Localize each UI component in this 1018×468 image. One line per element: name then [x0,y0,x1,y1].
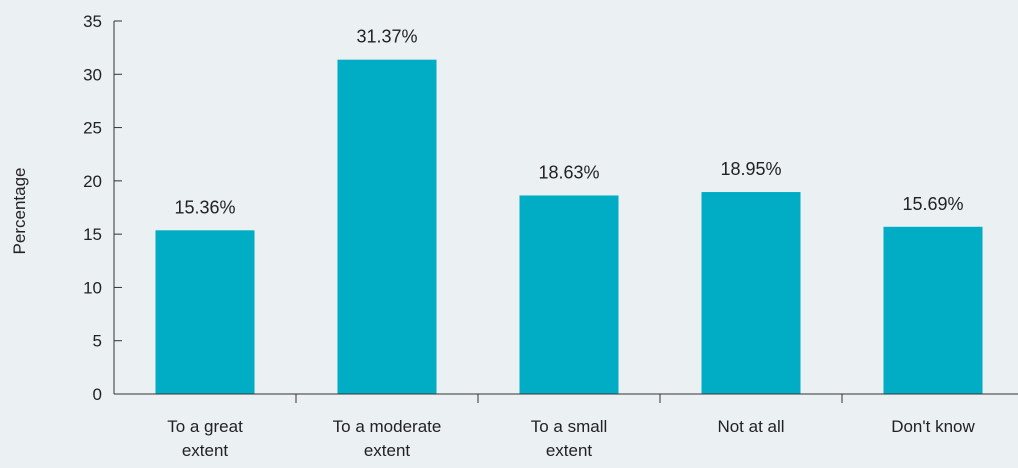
bar [337,59,437,395]
y-tick-label: 0 [93,385,102,404]
bar [883,226,983,394]
y-tick-label: 10 [83,278,102,297]
bars-group [155,59,983,395]
category-label: Not at all [717,417,784,436]
y-axis-title: Percentage [10,168,29,255]
y-tick-label: 20 [83,172,102,191]
category-label: To a great extent [167,417,243,460]
labels-group: 15.36% To a great extent 31.37% To a moderat… [167,27,975,460]
y-tick-label: 35 [83,12,102,31]
y-tick-label: 5 [93,332,102,351]
bar [701,192,801,394]
data-label: 15.69% [902,194,963,214]
category-label: To a moderate extent [333,417,442,460]
data-label: 15.36% [174,197,235,217]
y-tick-label: 25 [83,119,102,138]
y-tick-label: 15 [83,225,102,244]
data-label: 18.95% [720,159,781,179]
category-label: Don't know [891,417,975,436]
category-label: To a small extent [531,417,608,460]
axes-group: 0 5 10 15 20 25 30 35 [83,12,1018,404]
data-label: 18.63% [538,162,599,182]
bar [519,195,619,394]
bar [155,230,255,394]
data-label: 31.37% [356,27,417,47]
y-tick-label: 30 [83,65,102,84]
